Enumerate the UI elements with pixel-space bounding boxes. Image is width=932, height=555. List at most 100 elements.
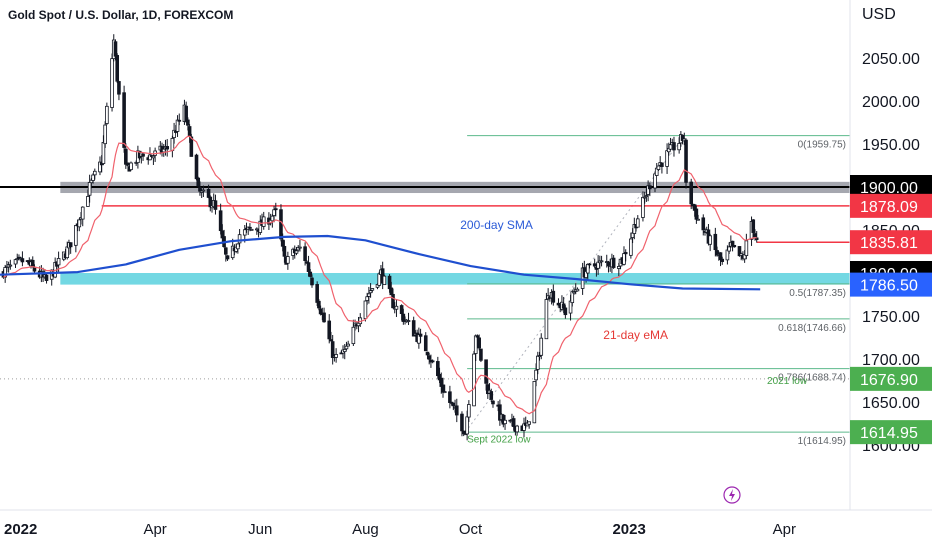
x-tick-label: Apr — [143, 521, 166, 538]
candle-body — [151, 155, 156, 159]
candle-body — [399, 305, 404, 315]
candle-body — [484, 359, 488, 384]
candle-body — [141, 153, 145, 157]
fib-label: 0.786(1688.74) — [778, 373, 846, 384]
x-tick-label: 2022 — [4, 521, 37, 538]
candle-body — [30, 259, 35, 267]
candle-body — [744, 240, 749, 256]
candle-body — [273, 208, 278, 211]
lightning-icon — [723, 486, 741, 504]
fib-label: 1(1614.95) — [798, 436, 846, 447]
candle-body — [322, 312, 326, 323]
price-label-text: 1676.90 — [860, 372, 918, 389]
x-tick-label: 2023 — [612, 521, 645, 538]
candle-body — [527, 421, 531, 425]
candle-body — [342, 349, 347, 352]
candle-body — [406, 320, 411, 322]
zone-band-1 — [60, 273, 850, 285]
price-label-text: 1900.00 — [860, 180, 918, 197]
x-tick-label: Oct — [459, 521, 483, 538]
candle-body — [249, 228, 254, 231]
price-label-text: 1835.81 — [860, 235, 918, 252]
candle-body — [427, 355, 432, 360]
candle-body — [113, 41, 118, 57]
candle-body — [270, 215, 275, 222]
candle-body — [218, 210, 223, 232]
candle-body — [653, 173, 657, 189]
x-tick-label: Jun — [248, 521, 272, 538]
candle-body — [648, 185, 652, 190]
candle-body — [334, 354, 338, 358]
candle-body — [713, 233, 718, 251]
candle-body — [189, 136, 194, 157]
candle-body — [115, 55, 120, 82]
candle-body — [751, 219, 756, 233]
candle-body — [225, 255, 230, 260]
candle-body — [303, 246, 307, 261]
candle-body — [672, 142, 676, 151]
candle-body — [708, 235, 712, 245]
candle-body — [644, 195, 649, 198]
candle-body — [294, 250, 299, 254]
candle-body — [248, 226, 252, 229]
candle-body — [617, 266, 621, 269]
candle-body — [327, 320, 332, 340]
price-label-box — [850, 193, 932, 218]
annotation-label: 200-day SMA — [460, 218, 533, 232]
candle-body — [368, 290, 373, 294]
candle-body — [148, 154, 152, 161]
candle-body — [387, 275, 392, 290]
x-tick-label: Apr — [773, 521, 796, 538]
price-label-box — [850, 366, 932, 391]
candle-body — [110, 58, 114, 108]
candle-body — [86, 196, 90, 207]
candle-body — [425, 351, 430, 356]
candle-body — [306, 262, 311, 272]
candle-body — [344, 345, 349, 350]
candle-body — [77, 219, 82, 228]
candle-body — [389, 287, 394, 296]
price-label-box — [850, 230, 932, 255]
candle-body — [475, 335, 480, 338]
ema21-line — [3, 135, 757, 415]
candle-body — [622, 253, 626, 265]
candle-body — [563, 307, 568, 316]
candle-body — [454, 405, 459, 416]
candle-body — [184, 105, 188, 122]
candle-body — [122, 92, 126, 148]
candle-body — [208, 196, 213, 208]
candle-body — [441, 384, 445, 393]
candle-body — [367, 293, 371, 297]
candle-body — [310, 277, 314, 286]
candle-body — [394, 305, 399, 310]
candle-body — [423, 335, 428, 352]
candle-body — [129, 162, 133, 171]
candle-body — [611, 257, 616, 268]
candle-body — [206, 188, 211, 198]
y-tick-label: 2000.00 — [862, 94, 920, 111]
candle-body — [105, 105, 109, 124]
candle-body — [117, 81, 121, 95]
candle-body — [93, 170, 97, 176]
candle-body — [13, 259, 18, 265]
fib-label: 0.618(1746.66) — [778, 323, 846, 334]
price-label-text: 1878.09 — [860, 199, 918, 216]
candle-body — [727, 246, 731, 252]
candle-body — [411, 320, 416, 337]
price-label-box — [850, 420, 932, 445]
candle-body — [491, 400, 495, 405]
candle-body — [286, 256, 290, 264]
candle-body — [696, 218, 700, 221]
candle-body — [623, 252, 628, 255]
candle-body — [442, 391, 447, 393]
candle-body — [535, 355, 540, 370]
price-label-box — [850, 272, 932, 297]
candle-body — [436, 361, 440, 377]
candle-body — [15, 258, 20, 261]
candle-body — [753, 233, 757, 237]
candles — [1, 34, 759, 441]
candle-body — [534, 369, 538, 381]
price-label-text: 1614.95 — [860, 425, 918, 442]
candle-body — [280, 239, 285, 247]
candle-body — [329, 339, 333, 342]
